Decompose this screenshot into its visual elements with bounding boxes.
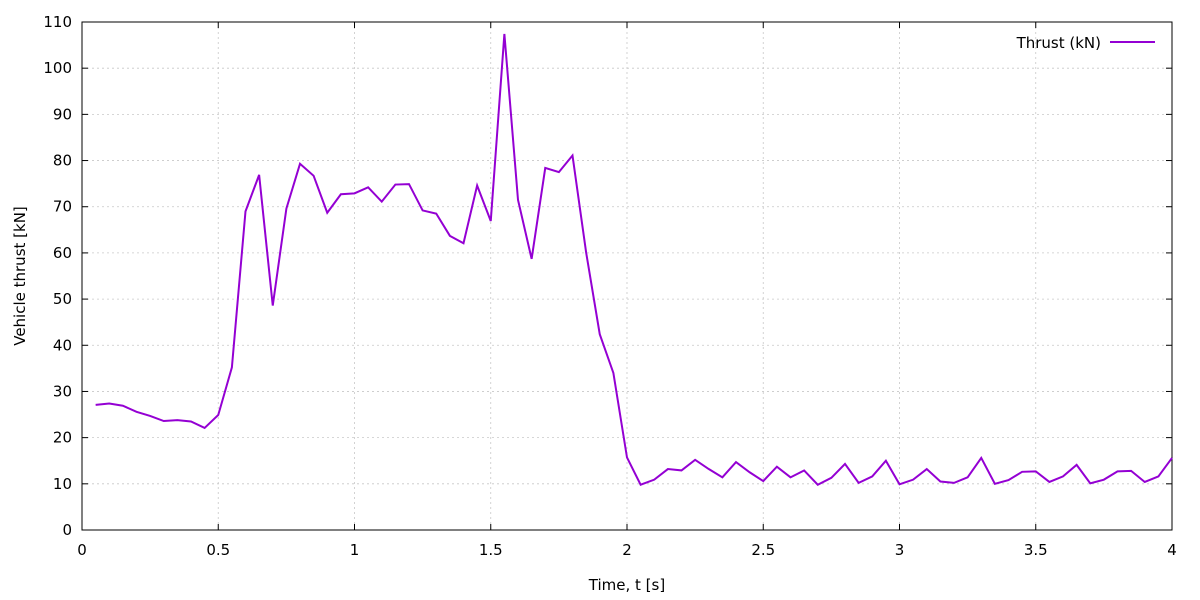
legend: Thrust (kN) <box>1016 34 1155 52</box>
y-tick-label: 40 <box>53 336 72 354</box>
x-tick-label: 1.5 <box>479 541 503 559</box>
series-line-thrust <box>95 33 1173 486</box>
y-tick-label: 70 <box>53 198 72 216</box>
legend-label: Thrust (kN) <box>1016 34 1101 52</box>
x-tick-label: 1 <box>350 541 360 559</box>
y-tick-label: 30 <box>53 382 72 400</box>
x-tick-label: 4 <box>1167 541 1177 559</box>
y-tick-labels: 0 10 20 30 40 50 60 70 80 90 100 110 <box>43 13 72 539</box>
x-tick-label: 2 <box>622 541 632 559</box>
grid <box>82 22 1172 530</box>
y-tick-label: 60 <box>53 244 72 262</box>
y-tick-label: 10 <box>53 475 72 493</box>
x-tick-label: 3 <box>895 541 905 559</box>
x-axis-label: Time, t [s] <box>588 576 665 594</box>
x-tick-label: 0 <box>77 541 87 559</box>
y-axis-label: Vehicle thrust [kN] <box>11 206 29 346</box>
x-tick-label: 0.5 <box>206 541 230 559</box>
y-tick-label: 20 <box>53 429 72 447</box>
x-tick-label: 2.5 <box>751 541 775 559</box>
x-tick-label: 3.5 <box>1024 541 1048 559</box>
series-layer <box>95 33 1173 486</box>
y-tick-label: 50 <box>53 290 72 308</box>
y-tick-label: 100 <box>43 59 72 77</box>
x-tick-labels: 0 0.5 1 1.5 2 2.5 3 3.5 4 <box>77 541 1177 559</box>
plot-frame <box>81 21 1173 531</box>
y-tick-label: 110 <box>43 13 72 31</box>
y-tick-label: 0 <box>62 521 72 539</box>
y-tick-label: 90 <box>53 105 72 123</box>
y-tick-label: 80 <box>53 152 72 170</box>
